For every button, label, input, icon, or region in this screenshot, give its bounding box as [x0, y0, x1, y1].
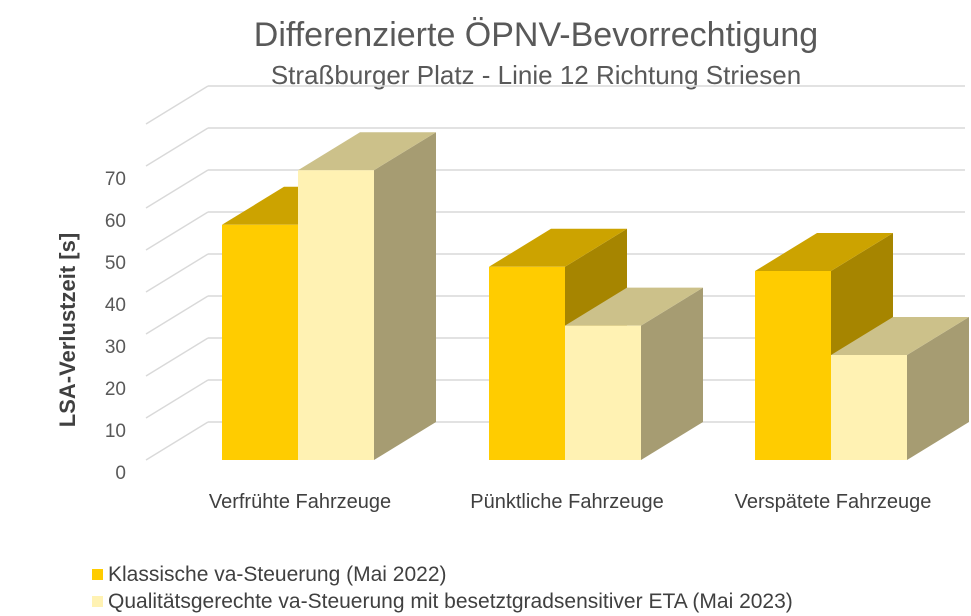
bar-top	[489, 228, 627, 267]
y-tick-label: 60	[105, 211, 126, 232]
gridline-depth	[145, 379, 209, 419]
gridline-depth	[145, 253, 209, 293]
y-tick-label: 20	[105, 379, 126, 400]
legend: Klassische va-Steuerung (Mai 2022) Quali…	[92, 561, 793, 615]
legend-swatch-series-1	[92, 569, 103, 580]
legend-item-series-1: Klassische va-Steuerung (Mai 2022)	[92, 561, 793, 588]
y-tick-label: 10	[105, 421, 126, 442]
bar-side	[907, 317, 969, 460]
gridline-depth	[145, 337, 209, 377]
gridline-depth	[145, 85, 209, 125]
x-category-label: Verfrühte Fahrzeuge	[209, 491, 391, 513]
bar-1-2	[489, 266, 565, 460]
y-tick-label: 40	[105, 295, 126, 316]
legend-swatch-series-2	[92, 596, 103, 607]
x-category-label: Verspätete Fahrzeuge	[735, 491, 932, 513]
gridline-depth	[145, 295, 209, 335]
y-tick-label: 50	[105, 253, 126, 274]
bar-side	[641, 287, 703, 460]
y-tick-label: 0	[115, 463, 126, 484]
y-tick-label: 70	[105, 169, 126, 190]
bar-1-1	[222, 224, 298, 460]
y-tick-label: 30	[105, 337, 126, 358]
bar-side	[374, 132, 436, 460]
bar-2-1	[298, 170, 374, 460]
gridline-depth	[145, 169, 209, 209]
gridline-depth	[145, 211, 209, 251]
bar-top	[755, 233, 893, 271]
bar-chart: 0 10 20 30 40 50 60 70 Verfrühte Fahrzeuge Pünktl…	[105, 85, 969, 513]
chart-title: Differenzierte ÖPNV-Bevorrechtigung	[253, 16, 819, 54]
bar-top	[298, 132, 436, 171]
legend-item-series-2: Qualitätsgerechte va-Steuerung mit beset…	[92, 588, 793, 615]
bar-1-3	[755, 271, 831, 460]
bar-2-2	[565, 325, 641, 460]
bar-top	[565, 287, 703, 326]
bar-top	[831, 317, 969, 355]
legend-label-series-1: Klassische va-Steuerung (Mai 2022)	[108, 562, 447, 586]
gridline-depth	[145, 421, 209, 461]
x-category-label: Pünktliche Fahrzeuge	[470, 491, 663, 513]
legend-label-series-2: Qualitätsgerechte va-Steuerung mit beset…	[108, 589, 793, 613]
chart-subtitle: Straßburger Platz - Linie 12 Richtung St…	[270, 60, 802, 90]
gridline-depth	[145, 127, 209, 167]
bar-2-3	[831, 355, 907, 460]
